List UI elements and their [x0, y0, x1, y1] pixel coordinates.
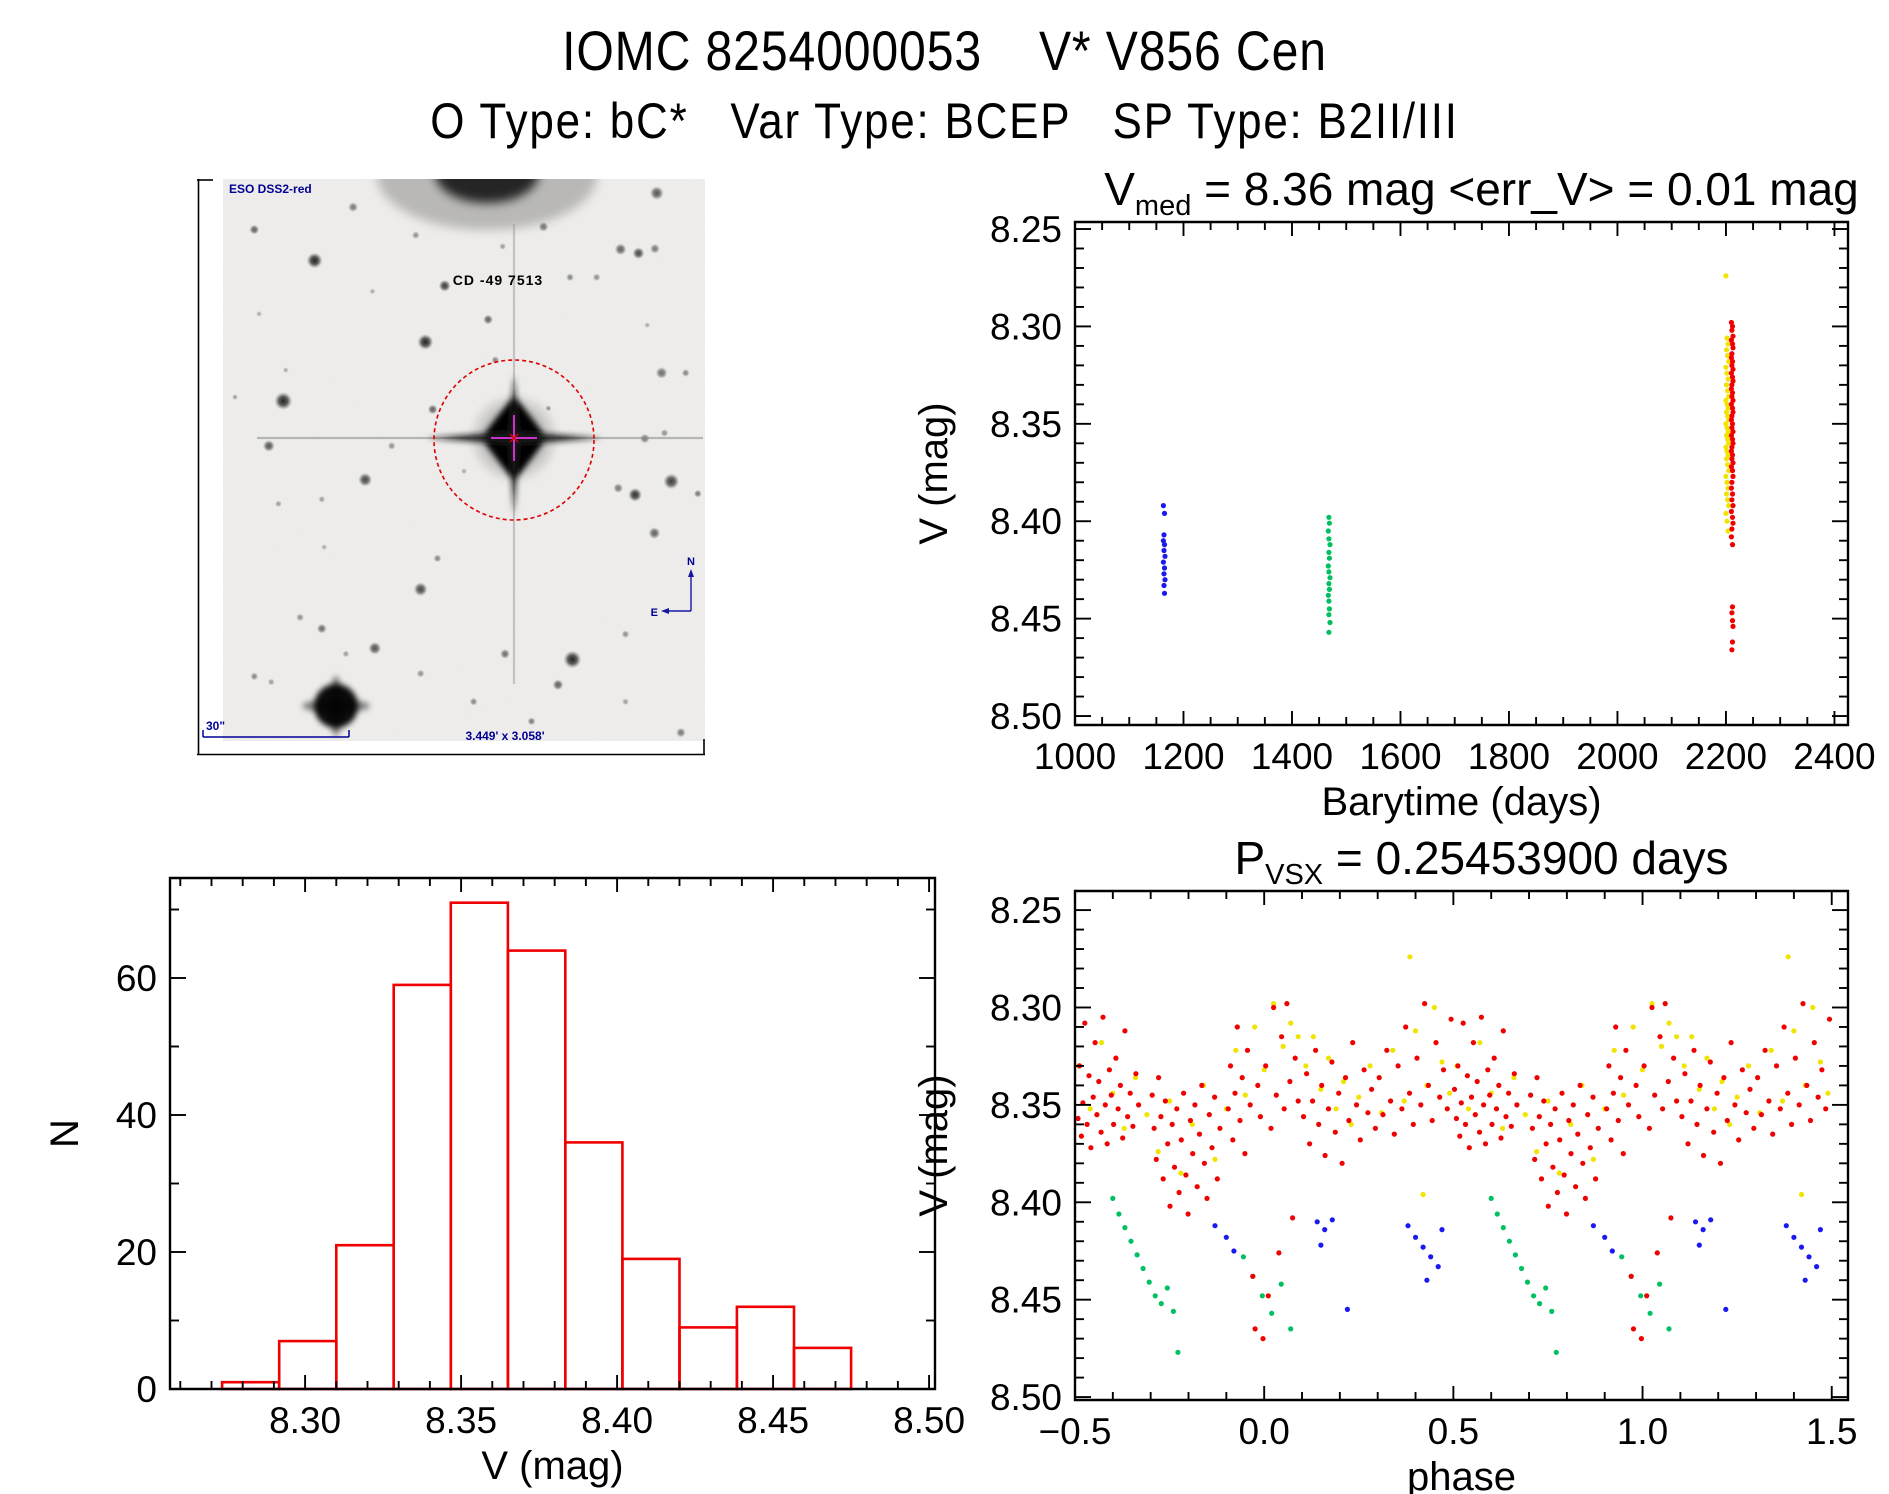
svg-text:8.30: 8.30 [990, 306, 1062, 347]
svg-text:8.45: 8.45 [990, 599, 1062, 640]
page-title: IOMC 8254000053 V* V856 Cen [562, 19, 1327, 82]
svg-text:0: 0 [136, 1369, 157, 1410]
barytime-lightcurve-plot: 1000 1200 1400 1600 1800 2000 2200 2400 8.25 8.30… [912, 163, 1876, 824]
svg-text:8.45: 8.45 [990, 1280, 1062, 1321]
svg-text:8.25: 8.25 [990, 209, 1062, 250]
svg-text:1800: 1800 [1468, 736, 1550, 777]
svg-text:1000: 1000 [1034, 736, 1116, 777]
svg-text:N: N [43, 1119, 87, 1148]
svg-text:8.40: 8.40 [990, 501, 1062, 542]
svg-text:8.50: 8.50 [990, 1377, 1062, 1418]
svg-text:1.5: 1.5 [1806, 1411, 1857, 1452]
svg-text:0.0: 0.0 [1238, 1411, 1289, 1452]
svg-text:1200: 1200 [1142, 736, 1224, 777]
svg-text:8.35: 8.35 [990, 1085, 1062, 1126]
svg-text:20: 20 [116, 1232, 157, 1273]
svg-text:8.35: 8.35 [425, 1400, 497, 1441]
svg-text:V (mag): V (mag) [912, 402, 956, 544]
svg-text:40: 40 [116, 1095, 157, 1136]
field-stars [232, 186, 702, 738]
target-center-mark [509, 433, 519, 443]
svg-text:Barytime (days): Barytime (days) [1321, 780, 1601, 824]
survey-label: ESO DSS2-red [229, 182, 312, 196]
svg-text:0.5: 0.5 [1428, 1411, 1479, 1452]
svg-text:8.45: 8.45 [737, 1400, 809, 1441]
scale-bar [202, 730, 350, 738]
svg-text:−0.5: −0.5 [1038, 1411, 1111, 1452]
svg-text:8.40: 8.40 [990, 1182, 1062, 1223]
svg-text:8.50: 8.50 [893, 1400, 965, 1441]
svg-text:PVSX = 0.25453900 days: PVSX = 0.25453900 days [1234, 832, 1728, 891]
phase-folded-lightcurve-plot: −0.5 0.0 0.5 1.0 1.5 8.25 8.30 8.35 8.40 8.45 8.50… [912, 832, 1857, 1494]
svg-text:60: 60 [116, 958, 157, 999]
svg-text:1400: 1400 [1251, 736, 1333, 777]
compass-east-label: E [651, 607, 658, 619]
scale-bar-label: 30" [206, 719, 225, 733]
target-label: CD -49 7513 [453, 272, 543, 288]
compass-north-label: N [687, 556, 695, 568]
finder-frame [197, 179, 705, 756]
svg-text:2200: 2200 [1685, 736, 1767, 777]
svg-text:1600: 1600 [1359, 736, 1441, 777]
svg-text:V (mag): V (mag) [912, 1074, 956, 1216]
bright-star-top-smudge [377, 179, 597, 230]
svg-text:Vmed = 8.36 mag <err_V> = 0.01: Vmed = 8.36 mag <err_V> = 0.01 mag [1104, 163, 1859, 222]
compass-icon [661, 569, 694, 614]
svg-text:8.40: 8.40 [581, 1400, 653, 1441]
svg-text:8.30: 8.30 [269, 1400, 341, 1441]
svg-text:8.30: 8.30 [990, 987, 1062, 1028]
bright-star-bottom [302, 676, 370, 736]
aperture-circle [433, 359, 595, 521]
fov-label: 3.449' x 3.058' [465, 729, 544, 743]
svg-text:1.0: 1.0 [1617, 1411, 1668, 1452]
svg-text:8.25: 8.25 [990, 890, 1062, 931]
svg-text:8.35: 8.35 [990, 404, 1062, 445]
page-subtitle: O Type: bC* Var Type: BCEP SP Type: B2II… [430, 93, 1459, 149]
svg-text:8.50: 8.50 [990, 696, 1062, 737]
svg-text:2400: 2400 [1793, 736, 1875, 777]
svg-text:V (mag): V (mag) [481, 1444, 623, 1488]
finder-chart-image: ESO DSS2-red CD -49 7513 30" 3.449' x 3.… [197, 179, 705, 756]
svg-text:2000: 2000 [1576, 736, 1658, 777]
magnitude-histogram-plot: 8.30 8.35 8.40 8.45 8.50 0 20 40 60 V (mag) N [43, 876, 965, 1488]
svg-text:phase: phase [1407, 1455, 1516, 1494]
